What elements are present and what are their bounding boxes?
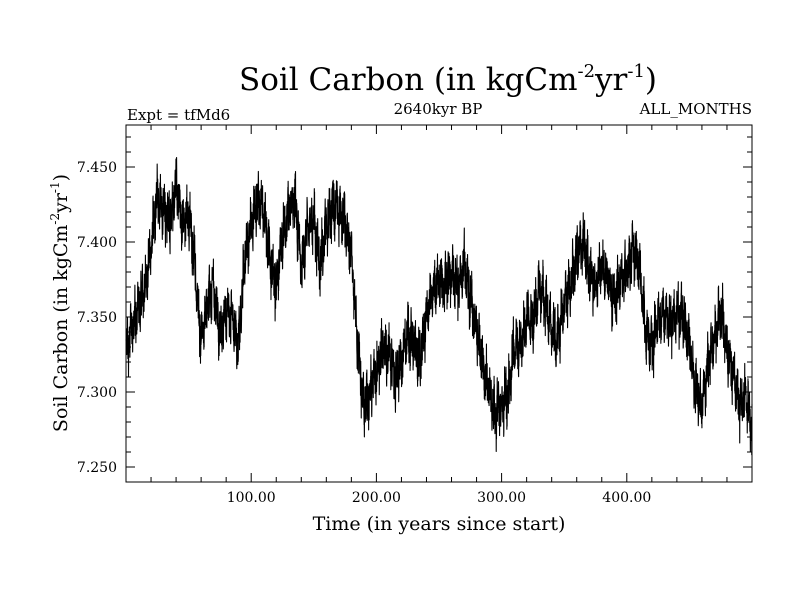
plot-frame bbox=[125, 124, 753, 483]
y-tick-label: 7.400 bbox=[77, 235, 117, 251]
period-label: 2640kyr BP bbox=[394, 100, 483, 118]
months-label: ALL_MONTHS bbox=[639, 100, 752, 118]
chart-title: Soil Carbon (in kgCm-2yr-1) bbox=[239, 61, 657, 98]
series-line bbox=[125, 156, 753, 456]
y-tick-label: 7.450 bbox=[77, 160, 117, 176]
x-tick-labels: 100.00 200.00 300.00 400.00 bbox=[227, 490, 652, 506]
x-tick-label: 300.00 bbox=[477, 490, 526, 506]
y-tick-labels: 7.250 7.300 7.350 7.400 7.450 bbox=[77, 160, 117, 476]
y-axis-label: Soil Carbon (in kgCm-2yr-1) bbox=[48, 174, 72, 432]
y-tick-label: 7.300 bbox=[77, 385, 117, 401]
x-tick-label: 200.00 bbox=[352, 490, 401, 506]
tick-group bbox=[126, 125, 752, 482]
experiment-label: Expt = tfMd6 bbox=[127, 106, 230, 124]
x-axis-label: Time (in years since start) bbox=[313, 513, 566, 535]
y-tick-label: 7.250 bbox=[77, 460, 117, 476]
x-tick-label: 400.00 bbox=[602, 490, 651, 506]
x-tick-label: 100.00 bbox=[227, 490, 276, 506]
y-tick-label: 7.350 bbox=[77, 310, 117, 326]
data-line-group bbox=[125, 156, 753, 456]
